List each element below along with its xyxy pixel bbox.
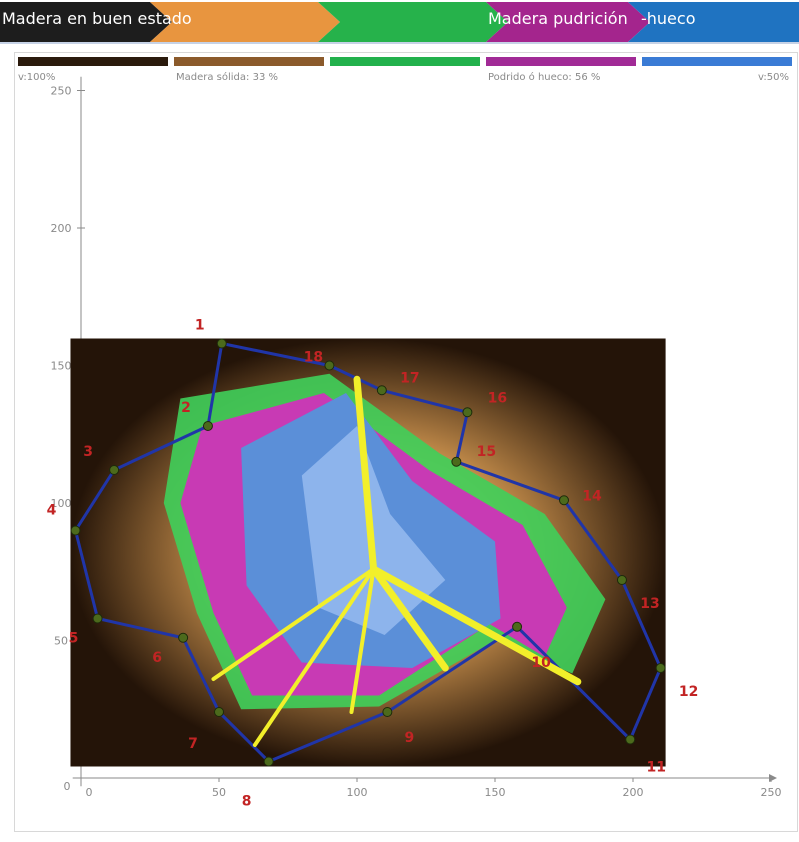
banner-segment-green bbox=[318, 2, 508, 42]
sensor-label: 16 bbox=[488, 390, 507, 406]
sensor-marker bbox=[512, 621, 523, 632]
scale-swatch bbox=[642, 57, 792, 66]
scale-swatch bbox=[330, 57, 480, 66]
scale-label-right: v:50% bbox=[758, 72, 789, 83]
sensor-label: 11 bbox=[646, 760, 665, 776]
y-tick-label: 100 bbox=[51, 497, 72, 510]
sound-path-line bbox=[252, 567, 376, 747]
legend-banner-arrows bbox=[0, 2, 799, 44]
y-tick-label: 50 bbox=[54, 635, 68, 648]
banner-segment-blue bbox=[628, 2, 799, 42]
sensor-label: 13 bbox=[640, 596, 659, 612]
tomogram-plot: 50 100 150 200 25000501001502002501234567891… bbox=[47, 76, 782, 810]
sensor-marker bbox=[559, 495, 569, 506]
x-axis-arrow bbox=[769, 774, 777, 782]
sensor-marker bbox=[214, 707, 224, 717]
scale-swatch bbox=[486, 57, 636, 66]
sensor-marker bbox=[655, 663, 666, 673]
sensor-label: 15 bbox=[477, 444, 496, 460]
banner-segment-dark bbox=[0, 2, 172, 42]
sensor-marker bbox=[462, 407, 473, 418]
sensor-label: 17 bbox=[400, 370, 419, 386]
sensor-marker bbox=[70, 525, 81, 536]
sensor-label: 5 bbox=[69, 631, 79, 647]
x-tick-label: 150 bbox=[485, 786, 506, 799]
x-tick-label: 0 bbox=[86, 786, 93, 799]
sensor-label: 10 bbox=[531, 655, 551, 671]
x-tick-label: 50 bbox=[212, 786, 226, 799]
scale-label-solid-wood: Madera sólida: 33 % bbox=[176, 72, 278, 83]
sensor-marker bbox=[451, 456, 462, 467]
sensor-marker bbox=[109, 465, 120, 475]
sensor-marker bbox=[92, 613, 103, 624]
x-tick-label: 100 bbox=[347, 786, 368, 799]
origin-label: 0 bbox=[64, 780, 71, 793]
sensor-label: 12 bbox=[679, 684, 698, 700]
banner-label-hollow: -hueco bbox=[641, 9, 696, 28]
y-tick-label: 150 bbox=[51, 360, 72, 373]
x-tick-label: 200 bbox=[623, 786, 644, 799]
sound-path-line bbox=[353, 375, 378, 573]
sensor-marker bbox=[263, 756, 274, 767]
y-tick-label: 250 bbox=[51, 85, 72, 98]
scale-label-left: v:100% bbox=[18, 72, 56, 83]
sensor-label: 4 bbox=[47, 503, 57, 519]
sound-path-line bbox=[349, 567, 376, 714]
sensor-label: 18 bbox=[304, 350, 323, 366]
sensor-label: 3 bbox=[83, 444, 93, 460]
sound-path-line bbox=[211, 567, 376, 681]
sensor-label: 9 bbox=[404, 730, 414, 746]
sound-path-line bbox=[370, 565, 449, 672]
sensor-label: 14 bbox=[582, 488, 602, 504]
scale-swatch bbox=[174, 57, 324, 66]
sensor-marker bbox=[202, 421, 213, 431]
sensor-label: 8 bbox=[242, 794, 252, 810]
scale-swatch bbox=[18, 57, 168, 66]
sensor-label: 6 bbox=[152, 650, 162, 666]
x-tick-label: 250 bbox=[761, 786, 782, 799]
sensor-marker bbox=[216, 338, 227, 349]
sensor-marker bbox=[382, 707, 393, 717]
sensor-marker bbox=[324, 360, 335, 371]
banner-label-good-wood: Madera en buen estado bbox=[2, 9, 192, 28]
sensor-label: 1 bbox=[195, 318, 205, 334]
banner-segment-magenta bbox=[486, 2, 650, 42]
sound-path-line bbox=[370, 565, 582, 686]
sensor-marker bbox=[616, 575, 627, 585]
sensor-marker bbox=[625, 734, 636, 745]
y-tick-label: 200 bbox=[51, 222, 72, 235]
banner-label-rot: Madera pudrición bbox=[488, 9, 628, 28]
sensor-marker bbox=[178, 632, 189, 643]
sensor-marker bbox=[376, 385, 387, 396]
sensor-label: 7 bbox=[188, 736, 198, 752]
sensor-label: 2 bbox=[181, 400, 191, 416]
legend-banner: Madera en buen estado Madera pudrición -… bbox=[0, 0, 799, 44]
tomogram-panel: 50 100 150 200 250 0 0 50 100 150 200 250 1 2 3 4 5 6 7 8 9 1… bbox=[14, 52, 798, 832]
scale-label-rotten: Podrido ó hueco: 56 % bbox=[488, 72, 601, 83]
banner-segment-orange bbox=[150, 2, 340, 42]
